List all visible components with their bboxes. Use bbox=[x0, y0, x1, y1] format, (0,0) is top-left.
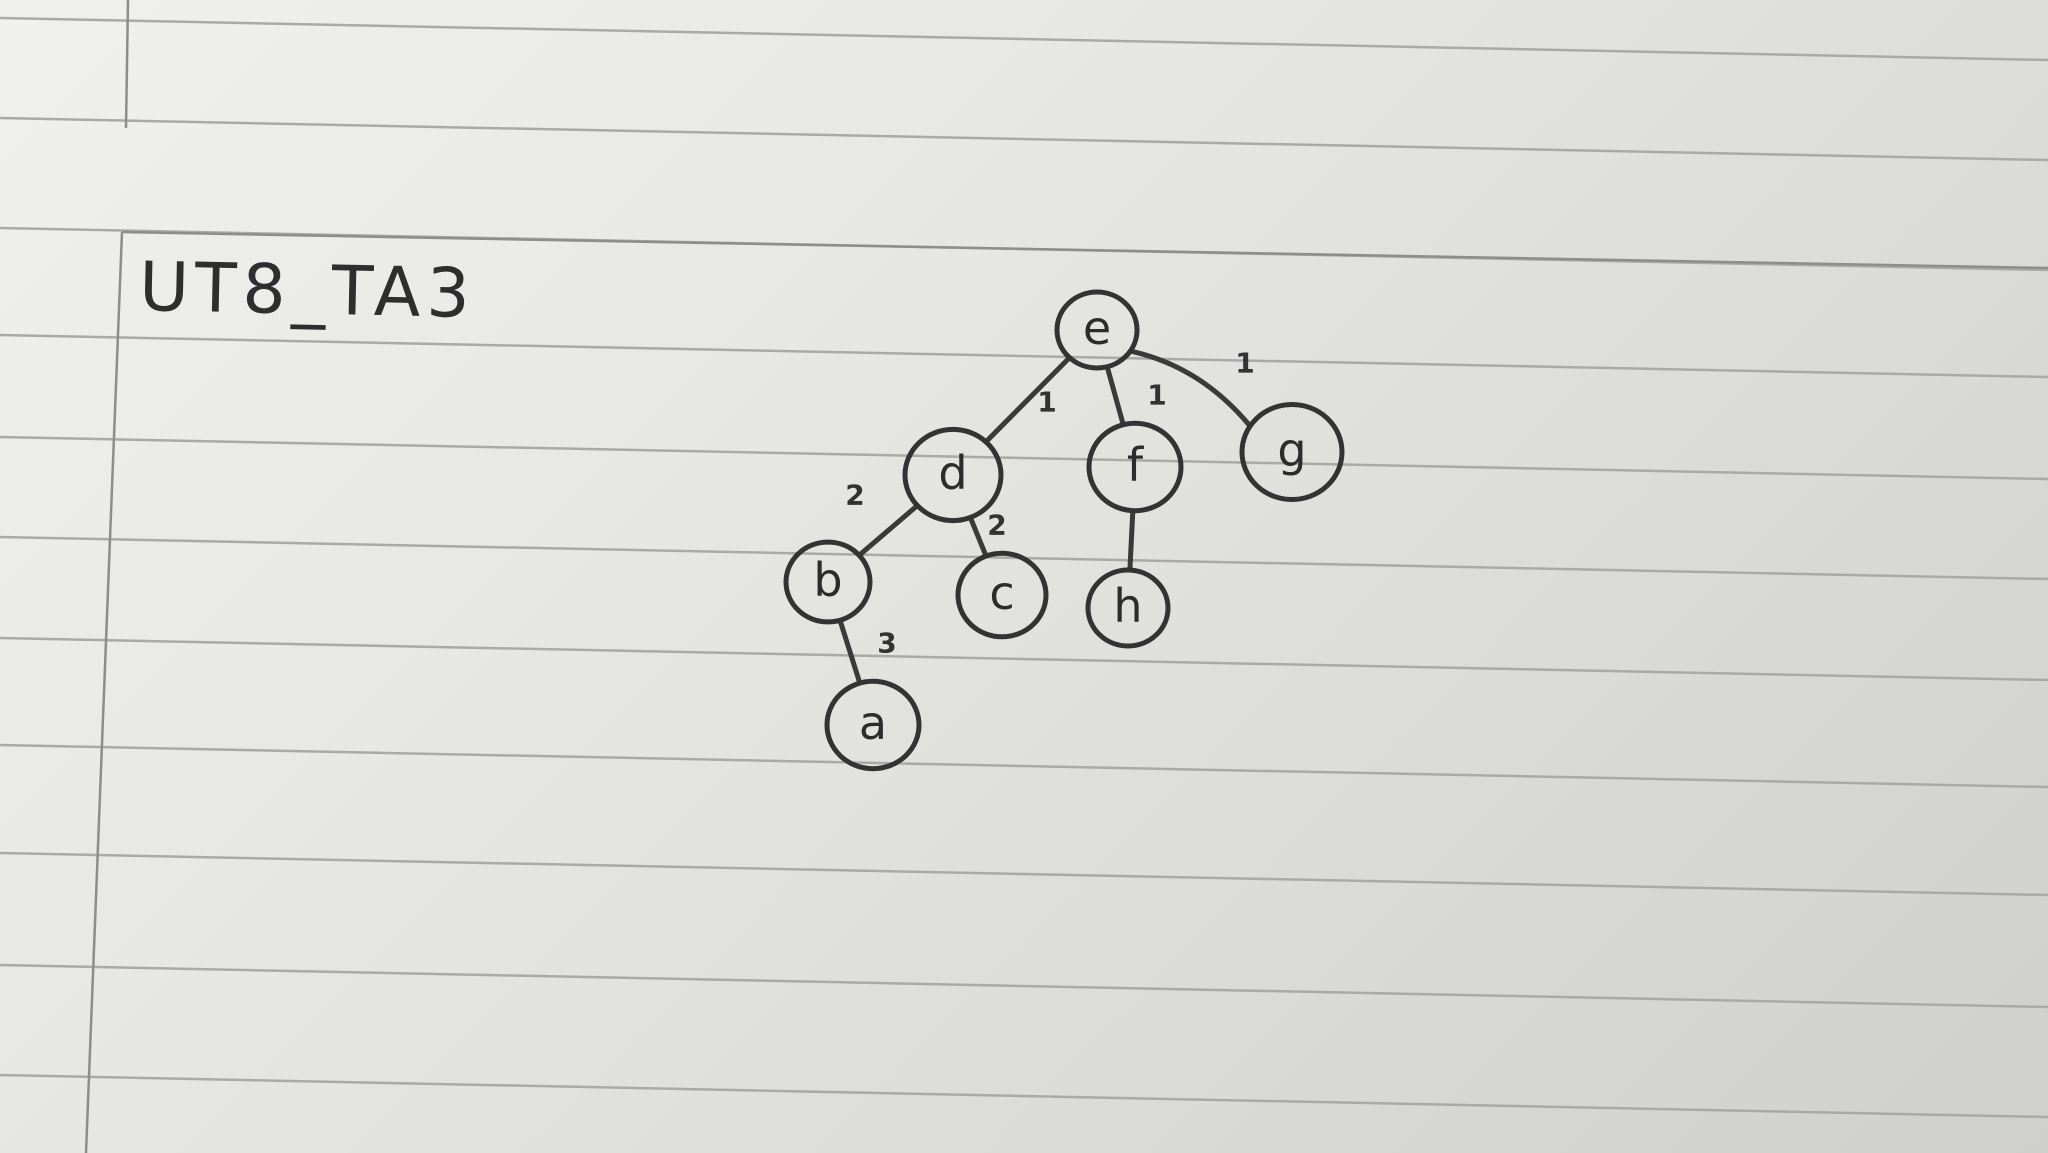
node-b: b bbox=[783, 539, 873, 625]
margin-line-top bbox=[124, 0, 130, 129]
node-circle-g bbox=[1239, 402, 1345, 502]
edge-e-f bbox=[1105, 366, 1126, 426]
rule-line bbox=[0, 16, 2048, 62]
edge-weight-d-b: 2 bbox=[845, 479, 864, 512]
node-circle-d bbox=[902, 426, 1004, 524]
edge-d-c bbox=[968, 516, 988, 557]
node-d: d bbox=[902, 426, 1004, 524]
edge-f-h bbox=[1127, 510, 1136, 571]
edge-e-g bbox=[1128, 348, 1253, 428]
node-circle-c bbox=[955, 550, 1049, 640]
edge-weight-e-g: 1 bbox=[1235, 347, 1254, 380]
node-circle-a bbox=[824, 678, 922, 772]
node-label-d: d bbox=[938, 446, 967, 500]
edge-weights: 1 1 1 2 2 3 bbox=[845, 347, 1254, 660]
page-title: UT8_TA3 bbox=[138, 248, 477, 335]
node-label-h: h bbox=[1113, 579, 1142, 633]
node-circle-e bbox=[1054, 289, 1140, 371]
node-a: a bbox=[824, 678, 922, 772]
node-label-c: c bbox=[989, 566, 1014, 620]
node-circle-f bbox=[1086, 420, 1184, 514]
edge-weight-b-a: 3 bbox=[877, 627, 896, 660]
node-f: f bbox=[1086, 420, 1184, 514]
node-e: e bbox=[1054, 289, 1140, 371]
node-g: g bbox=[1239, 402, 1345, 502]
rule-line bbox=[0, 116, 2048, 162]
rule-line bbox=[0, 1073, 2048, 1119]
edge-e-d bbox=[984, 355, 1072, 444]
node-circle-h bbox=[1085, 567, 1171, 649]
rule-line bbox=[0, 333, 2048, 379]
node-label-g: g bbox=[1277, 423, 1306, 477]
edge-weight-e-d: 1 bbox=[1037, 386, 1056, 419]
node-h: h bbox=[1085, 567, 1171, 649]
edge-weight-e-f: 1 bbox=[1147, 379, 1166, 412]
node-label-b: b bbox=[813, 553, 842, 607]
graph-nodes: e d f g b c h a bbox=[783, 289, 1345, 772]
rule-line bbox=[0, 963, 2048, 1009]
node-c: c bbox=[955, 550, 1049, 640]
margin-line-left bbox=[84, 231, 124, 1153]
node-label-e: e bbox=[1083, 301, 1111, 355]
rule-line bbox=[0, 743, 2048, 789]
rule-line bbox=[0, 851, 2048, 897]
edge-b-a bbox=[838, 619, 862, 684]
edge-d-b bbox=[857, 503, 920, 558]
rule-line bbox=[0, 435, 2048, 481]
node-circle-b bbox=[783, 539, 873, 625]
edge-weight-d-c: 2 bbox=[987, 509, 1006, 542]
graph-edges bbox=[838, 348, 1253, 684]
node-label-f: f bbox=[1127, 438, 1145, 492]
node-label-a: a bbox=[859, 696, 887, 750]
rule-line bbox=[0, 636, 2048, 682]
box-top-line bbox=[121, 230, 2048, 270]
